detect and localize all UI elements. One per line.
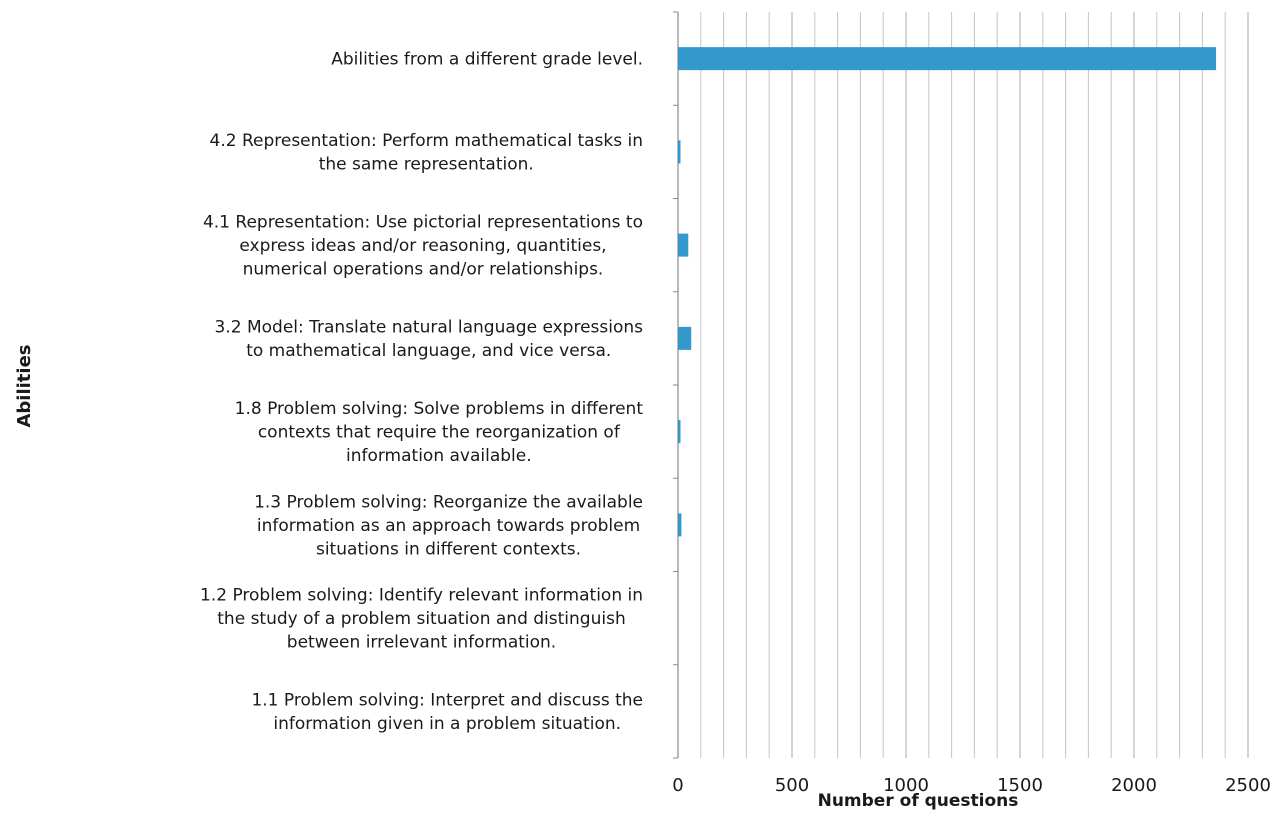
category-label: 1.8 Problem solving: Solve problems in d… xyxy=(235,399,644,466)
x-tick-label: 500 xyxy=(775,775,809,796)
category-labels: Abilities from a different grade level. 4… xyxy=(200,50,643,735)
x-axis-title: Number of questions xyxy=(818,791,1019,811)
bars xyxy=(678,47,1217,537)
x-tick-label: 1500 xyxy=(997,775,1043,796)
bar xyxy=(678,47,1217,71)
bar xyxy=(678,233,689,257)
bar xyxy=(678,513,682,537)
category-label: 4.1 Representation: Use pictorial repres… xyxy=(203,213,643,280)
category-label: 1.1 Problem solving: Interpret and discu… xyxy=(251,691,643,735)
x-tick-label: 1000 xyxy=(883,775,929,796)
bar xyxy=(678,420,681,444)
y-axis-title: Abilities xyxy=(14,344,35,427)
category-label: 1.2 Problem solving: Identify relevant i… xyxy=(200,586,643,653)
x-tick-labels: 0 500 1000 1500 2000 2500 xyxy=(672,775,1271,796)
x-tick-label: 2500 xyxy=(1225,775,1271,796)
category-label: Abilities from a different grade level. xyxy=(331,50,643,70)
category-label: 3.2 Model: Translate natural language ex… xyxy=(215,318,644,362)
category-label: 4.2 Representation: Perform mathematical… xyxy=(210,131,644,175)
bar xyxy=(678,326,692,350)
bar xyxy=(678,140,681,164)
x-tick-label: 2000 xyxy=(1111,775,1157,796)
category-label: 1.3 Problem solving: Reorganize the avai… xyxy=(254,492,643,559)
x-tick-label: 0 xyxy=(672,775,683,796)
grid-lines xyxy=(673,11,1249,759)
